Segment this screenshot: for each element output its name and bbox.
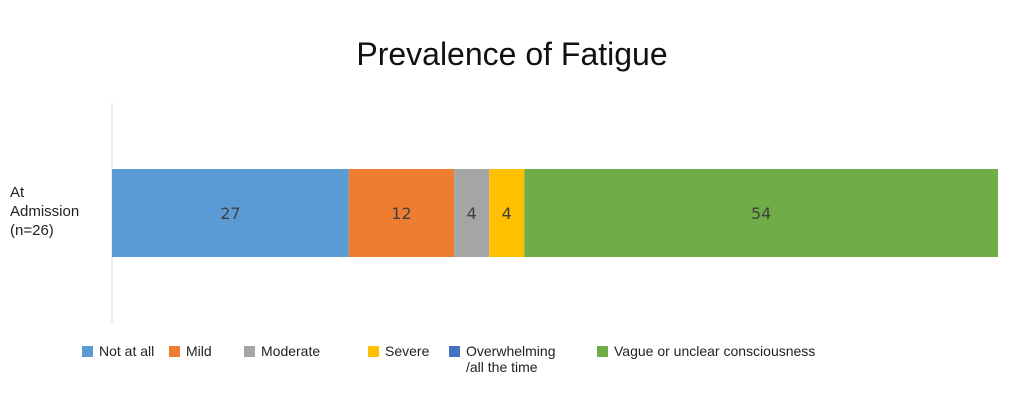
data-label-5: 54	[751, 204, 771, 223]
legend-label-0: Not at all	[99, 343, 155, 359]
legend-item-1: Mild	[169, 340, 212, 359]
legend-item-4: Overwhelming /all the time	[449, 340, 555, 375]
legend-item-2: Moderate	[244, 340, 320, 359]
legend-swatch-3	[368, 346, 379, 357]
legend-label-4: Overwhelming /all the time	[466, 343, 556, 375]
data-label-2: 4	[467, 204, 477, 223]
legend-label-1: Mild	[186, 343, 212, 359]
bar-group: 27 12 4 4 54	[112, 169, 998, 257]
bar-segment-2	[454, 169, 490, 257]
chart-title: Prevalence of Fatigue	[356, 36, 668, 72]
legend-swatch-4	[449, 346, 460, 357]
data-label-3: 4	[502, 204, 512, 223]
legend-item-0: Not at all	[82, 340, 154, 359]
data-label-1: 12	[391, 204, 411, 223]
legend-swatch-0	[82, 346, 93, 357]
bar-segment-0	[112, 169, 349, 257]
legend-label-3: Severe	[385, 343, 430, 359]
legend-swatch-1	[169, 346, 180, 357]
bar-segment-3	[489, 169, 525, 257]
legend-swatch-5	[597, 346, 608, 357]
legend-item-3: Severe	[368, 340, 429, 359]
legend: Not at all Mild Moderate Severe Overwhelming…	[0, 340, 1024, 380]
legend-label-5: Vague or unclear consciousness	[614, 343, 816, 359]
legend-item-5: Vague or unclear consciousness	[597, 340, 815, 359]
bar-segment-5	[524, 169, 998, 257]
category-label: At Admission (n=26)	[10, 184, 80, 239]
bar-segment-1	[348, 169, 455, 257]
legend-swatch-2	[244, 346, 255, 357]
data-label-0: 27	[220, 204, 240, 223]
legend-label-2: Moderate	[261, 343, 321, 359]
